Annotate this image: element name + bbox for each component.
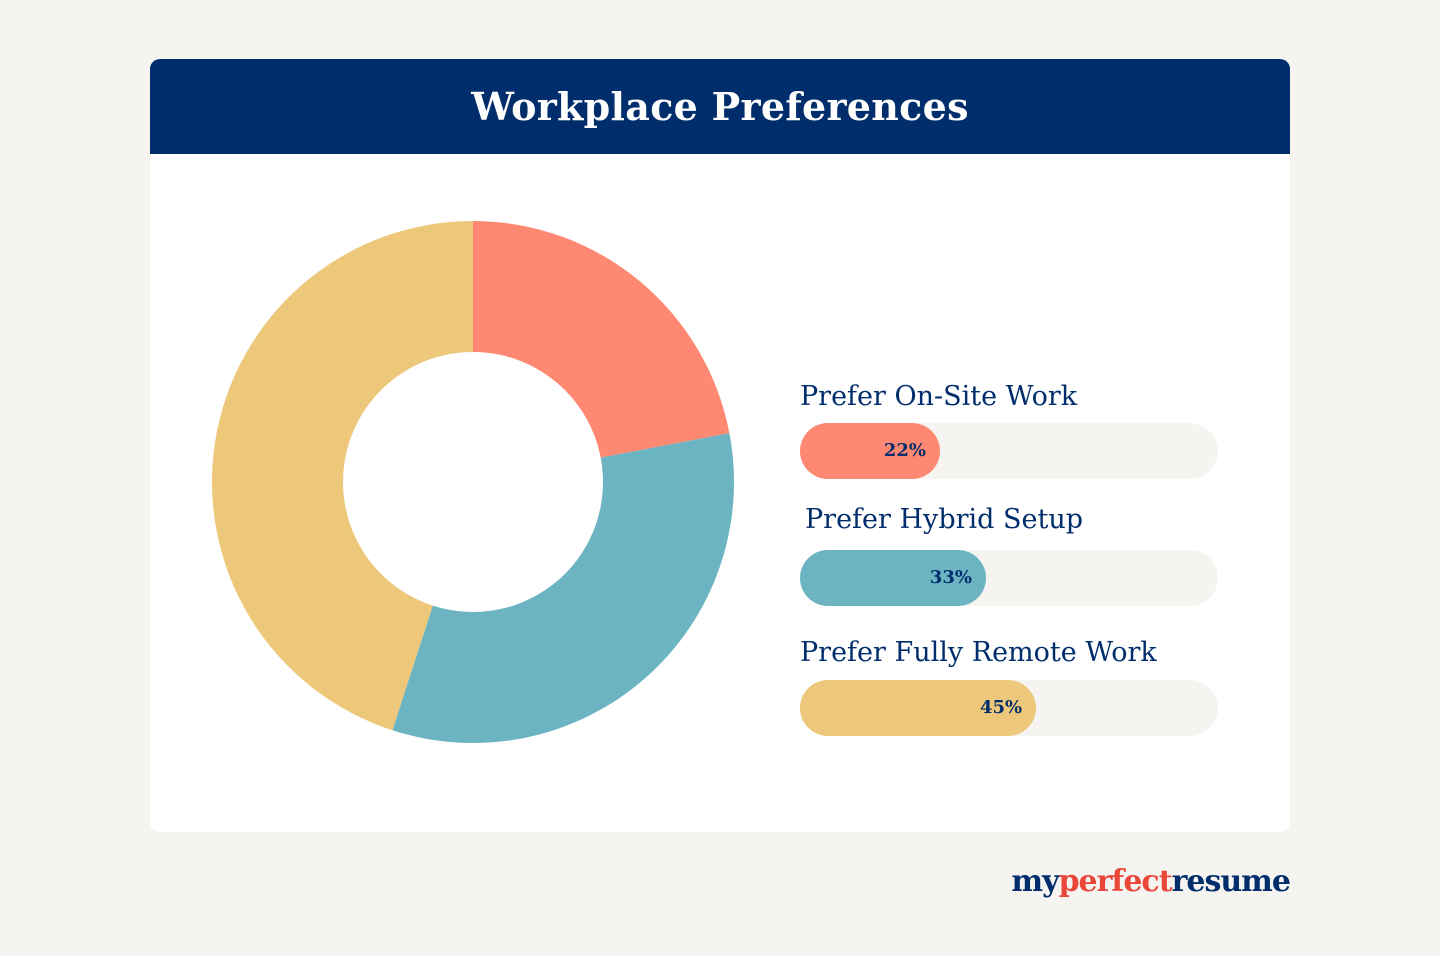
logo-part-my: my xyxy=(1011,864,1059,899)
brand-logo: myperfectresume xyxy=(1011,864,1291,899)
chart-card: Workplace Preferences Prefer On-Site Wor… xyxy=(150,59,1290,832)
logo-part-perfect: perfect xyxy=(1058,864,1173,899)
bar-track-hybrid: 33% xyxy=(800,550,1218,606)
donut-slice-on-site xyxy=(473,221,730,458)
bar-label-fully-remote: Prefer Fully Remote Work xyxy=(800,637,1157,668)
bar-track-on-site: 22% xyxy=(800,423,1218,479)
bar-label-on-site: Prefer On-Site Work xyxy=(800,381,1078,412)
bar-label-hybrid: Prefer Hybrid Setup xyxy=(805,504,1084,535)
bar-fill-on-site xyxy=(800,423,940,479)
donut-slice-fully-remote xyxy=(212,221,473,731)
logo-part-resume: resume xyxy=(1171,864,1291,899)
card-header: Workplace Preferences xyxy=(150,59,1290,154)
bar-value-on-site: 22% xyxy=(883,440,926,461)
bar-track-fully-remote: 45% xyxy=(800,680,1218,736)
bar-fill-hybrid xyxy=(800,550,986,606)
bar-legend: Prefer On-Site Work 22% Prefer Hybrid Se… xyxy=(800,59,1220,832)
bar-value-hybrid: 33% xyxy=(929,567,972,588)
chart-title: Workplace Preferences xyxy=(471,84,969,129)
bar-value-fully-remote: 45% xyxy=(979,697,1023,718)
bar-fill-fully-remote xyxy=(800,680,1037,736)
donut-slice-hybrid xyxy=(392,433,734,743)
donut-chart xyxy=(212,221,734,743)
